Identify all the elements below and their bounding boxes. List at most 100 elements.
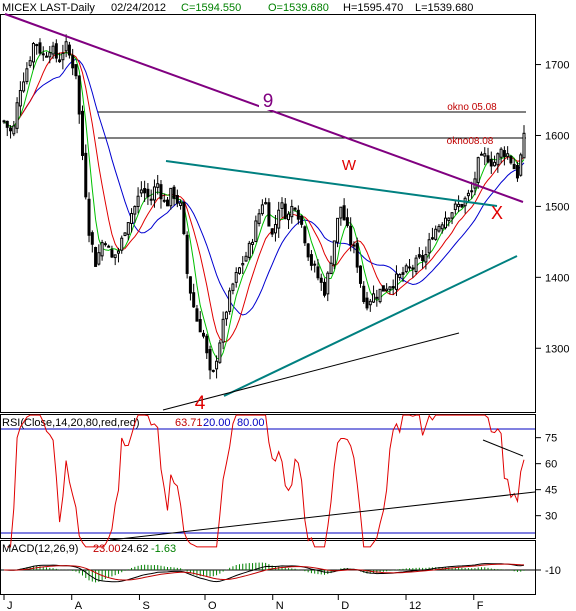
macd-label: MACD(12,26,9) — [2, 543, 78, 555]
rsi-low: 20.00 — [203, 417, 231, 429]
candle-body — [506, 153, 510, 157]
x-label: X — [491, 203, 503, 223]
candle-body — [198, 319, 202, 333]
candle-body — [103, 243, 107, 246]
candle-body — [515, 165, 519, 179]
candle-body — [411, 267, 415, 270]
candle-body — [22, 81, 26, 92]
candle-body — [58, 59, 62, 63]
candle-body — [5, 120, 9, 128]
candle-body — [512, 163, 516, 170]
candle-body — [133, 206, 137, 215]
candle-body — [9, 127, 13, 132]
wave9-backdrop — [259, 90, 277, 110]
candle-body — [300, 215, 304, 225]
rsi-panel — [0, 414, 536, 539]
date-tick-label: D — [341, 600, 349, 611]
candle-body — [244, 255, 248, 262]
candle-body — [64, 41, 68, 52]
candle-body — [25, 68, 29, 83]
candle-body — [290, 205, 294, 218]
candle-body — [61, 52, 65, 61]
close-label: C=1594.550 — [181, 2, 241, 14]
rsi-indicator: RSI(Close,14,20,80,red,red) 63.71 20.00 … — [1, 414, 557, 548]
candle-body — [130, 213, 134, 224]
candle-body — [352, 244, 356, 247]
macd-v1: 23.00 — [93, 543, 121, 555]
rsi-tick-label: 75 — [545, 433, 557, 445]
candle-body — [323, 281, 327, 296]
candle-body — [388, 286, 392, 290]
candle-body — [404, 265, 408, 273]
rsi-label: RSI(Close,14,20,80,red,red) — [2, 417, 140, 429]
candle-body — [316, 266, 320, 279]
date-tick-label: 12 — [409, 600, 421, 611]
candle-body — [368, 300, 372, 306]
candle-body — [273, 224, 277, 234]
candle-body — [424, 254, 428, 263]
moving-averages — [3, 50, 525, 361]
candle-body — [280, 202, 284, 209]
candle-body — [221, 318, 225, 343]
rsi-tick-label: 30 — [545, 511, 557, 523]
ma-slow-line — [3, 58, 525, 316]
open-label: O=1539.680 — [268, 2, 329, 14]
rsi-tick-label: 45 — [545, 485, 557, 497]
candle-body — [208, 349, 212, 371]
candle-body — [408, 266, 412, 269]
candles — [2, 34, 526, 380]
candle-body — [77, 75, 81, 115]
candle-body — [342, 205, 346, 221]
candle-body — [283, 203, 287, 220]
candle-body — [116, 250, 120, 254]
chart-header: MICEX LAST-Daily 02/24/2012 C=1594.550 O… — [2, 2, 473, 14]
candle-body — [234, 272, 238, 283]
candle-body — [28, 60, 32, 66]
candle-body — [457, 203, 461, 208]
candle-body — [182, 201, 186, 235]
candle-body — [319, 277, 323, 283]
price-axis: 1700 1600 1500 1400 1300 — [535, 60, 569, 355]
candle-body — [293, 207, 297, 210]
candle-body — [329, 262, 333, 275]
ma-fast-line — [3, 50, 525, 361]
candle-body — [365, 297, 369, 309]
rsi-tick-label: 60 — [545, 459, 557, 471]
candle-body — [476, 157, 480, 183]
candle-body — [113, 254, 117, 259]
date-tick-label: J — [7, 600, 13, 611]
candle-body — [71, 55, 75, 69]
candle-body — [499, 148, 503, 158]
candle-body — [313, 263, 317, 266]
candle-body — [303, 226, 307, 244]
candle-body — [522, 132, 526, 159]
macd-signal-line — [4, 563, 525, 581]
candle-body — [241, 263, 245, 266]
black-support-line — [162, 332, 460, 411]
candle-body — [80, 110, 84, 156]
candle-body — [35, 44, 39, 47]
candle-body — [267, 202, 271, 227]
candle-body — [427, 239, 431, 254]
candle-body — [169, 187, 173, 207]
candle-body — [31, 43, 35, 63]
candle-body — [211, 369, 215, 372]
date-tick-label: S — [142, 600, 149, 611]
rsi-top-trendline — [482, 439, 524, 457]
wave-annotations: 9 4 W X — [195, 90, 503, 414]
wave9-label: 9 — [263, 91, 274, 112]
candle-body — [257, 213, 261, 224]
candle-body — [100, 242, 104, 257]
candle-body — [156, 183, 160, 188]
candle-body — [336, 217, 340, 243]
rsi-trendline — [109, 491, 536, 541]
window-lines: okno 05.08 okno08.08 — [98, 102, 526, 147]
macd-histogram — [6, 562, 525, 583]
date-axis: J A S O N D 12 F — [3, 595, 484, 611]
candle-body — [296, 209, 300, 220]
candle-body — [67, 44, 71, 56]
candle-body — [188, 276, 192, 294]
low-label: L=1539.680 — [415, 2, 473, 14]
candle-body — [470, 190, 474, 193]
candle-body — [41, 53, 45, 56]
